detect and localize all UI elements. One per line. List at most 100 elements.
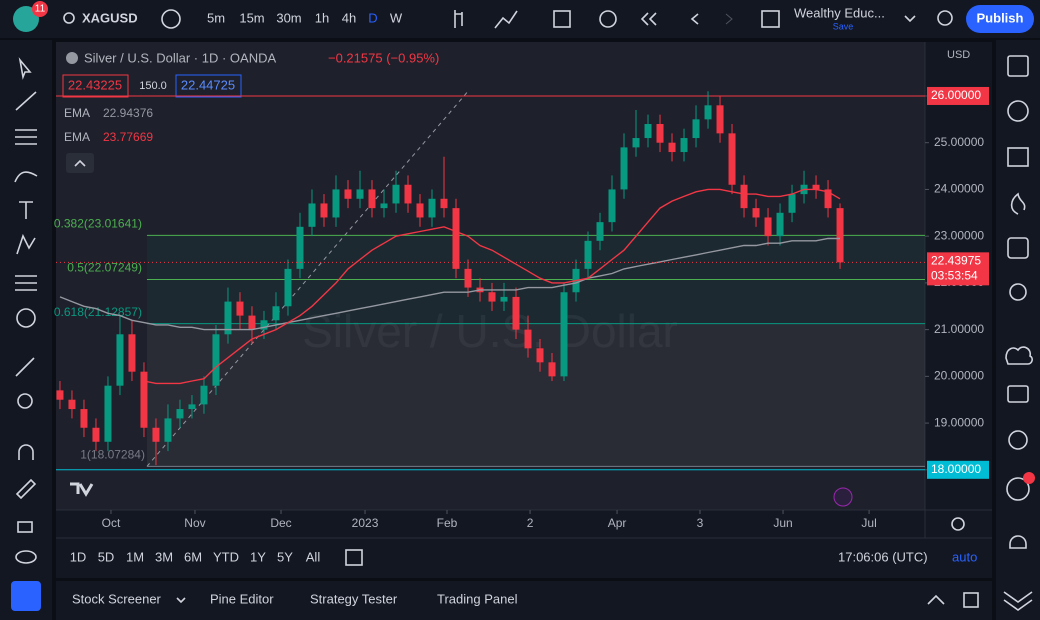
interval[interactable]: W	[390, 10, 403, 25]
collapse-legend[interactable]	[66, 153, 94, 173]
search-icon[interactable]	[63, 12, 75, 24]
range-button[interactable]: 5D	[98, 549, 115, 564]
fullscreen[interactable]	[761, 10, 780, 28]
date-range-icon[interactable]	[345, 549, 363, 566]
hotlists[interactable]	[1010, 192, 1026, 215]
panel-tab[interactable]: Stock Screener	[72, 591, 162, 606]
legend-value: 23.77669	[103, 130, 153, 144]
candle-body	[68, 399, 76, 410]
trend-line-tool[interactable]	[15, 91, 37, 111]
range-button[interactable]: All	[306, 549, 321, 564]
zoom-tool[interactable]	[17, 393, 33, 409]
chart-type[interactable]	[454, 10, 463, 28]
candle-body	[788, 194, 796, 213]
y-tick-label: 24.00000	[934, 182, 984, 196]
quick-search[interactable]	[937, 10, 953, 26]
prediction-tool[interactable]	[15, 275, 37, 291]
candle-body	[140, 371, 148, 428]
scale-mode[interactable]: auto	[952, 549, 977, 564]
interval[interactable]: D	[368, 10, 377, 25]
maximize-panel[interactable]	[963, 592, 979, 608]
badge	[32, 1, 48, 17]
range-button[interactable]: 1D	[70, 549, 87, 564]
range-button[interactable]: 5Y	[277, 549, 293, 564]
left-toolbar	[0, 40, 52, 620]
measure-tool[interactable]	[15, 357, 35, 377]
interval[interactable]: 5m	[207, 10, 225, 25]
replay[interactable]	[640, 12, 657, 26]
brush-tool[interactable]	[14, 171, 38, 183]
ideas[interactable]	[1009, 283, 1027, 301]
chats[interactable]	[1007, 385, 1029, 403]
logo[interactable]	[13, 6, 39, 32]
notifications[interactable]	[1006, 477, 1030, 501]
range-button[interactable]: 1Y	[250, 549, 266, 564]
candle-body	[824, 189, 832, 209]
streams[interactable]	[1008, 430, 1028, 450]
calendar[interactable]	[1007, 237, 1029, 259]
event-marker[interactable]	[833, 487, 853, 507]
currency[interactable]: USD	[947, 49, 970, 61]
candle-body	[440, 198, 448, 209]
indicators[interactable]	[494, 10, 518, 29]
panel-tab[interactable]: Trading Panel	[437, 591, 518, 606]
bid-price[interactable]: 22.43225	[68, 77, 122, 92]
range-button[interactable]: 6M	[184, 549, 202, 564]
publish-button[interactable]	[966, 5, 1034, 33]
candle-body	[272, 306, 280, 321]
range-button[interactable]: 1M	[126, 549, 144, 564]
alert[interactable]	[599, 10, 617, 28]
text-tool[interactable]	[19, 201, 33, 219]
news[interactable]	[1005, 346, 1033, 365]
data-window[interactable]	[1007, 147, 1029, 167]
icon-tool[interactable]	[16, 308, 36, 328]
redo[interactable]	[725, 13, 733, 25]
candle-body	[260, 320, 268, 330]
panel-tab[interactable]: Pine Editor	[210, 591, 274, 606]
tab-menu[interactable]	[176, 597, 186, 604]
magnet-tool[interactable]	[18, 444, 34, 460]
range-button[interactable]: 3M	[155, 549, 173, 564]
bid-box[interactable]	[62, 74, 129, 98]
account-name[interactable]: Wealthy Educ...	[794, 5, 885, 20]
publish-label[interactable]: Publish	[977, 10, 1024, 25]
ask-box[interactable]	[175, 74, 242, 98]
y-tick-label: 25.00000	[934, 135, 984, 149]
settings[interactable]	[951, 517, 965, 531]
link-tool[interactable]	[11, 581, 41, 611]
fib-tool[interactable]	[15, 129, 37, 145]
cursor-tool[interactable]	[18, 57, 32, 80]
symbol[interactable]: XAGUSD	[82, 10, 138, 25]
legend-name: EMA	[64, 106, 90, 120]
candle-body	[752, 208, 760, 218]
stay-drawing[interactable]	[15, 478, 37, 500]
help[interactable]	[1009, 535, 1027, 549]
interval[interactable]: 30m	[276, 10, 301, 25]
collapse[interactable]	[1003, 591, 1033, 611]
alerts[interactable]	[1007, 100, 1029, 122]
minimize-panel[interactable]	[927, 594, 945, 605]
save-label[interactable]: Save	[833, 21, 854, 31]
lock-tool[interactable]	[17, 521, 33, 533]
panel-tab[interactable]: Strategy Tester	[310, 591, 398, 606]
interval[interactable]: 4h	[342, 10, 356, 25]
candle-body	[512, 296, 520, 330]
undo[interactable]	[690, 13, 699, 25]
ask-price[interactable]: 22.44725	[181, 77, 235, 92]
account-menu[interactable]	[904, 15, 916, 23]
range-button[interactable]: YTD	[213, 549, 239, 564]
candle-body	[548, 362, 556, 377]
candle-body	[104, 385, 112, 442]
add-symbol[interactable]	[161, 9, 181, 29]
hide-tool[interactable]	[15, 550, 37, 564]
legend-value: 22.94376	[103, 106, 153, 120]
candle-body	[128, 334, 136, 372]
interval[interactable]: 1h	[315, 10, 329, 25]
layouts[interactable]	[553, 10, 571, 28]
pattern-tool[interactable]	[16, 233, 36, 255]
fib-zone	[146, 323, 925, 467]
interval[interactable]: 15m	[239, 10, 264, 25]
top-toolbar	[0, 0, 1040, 38]
watchlist[interactable]	[1007, 55, 1029, 77]
